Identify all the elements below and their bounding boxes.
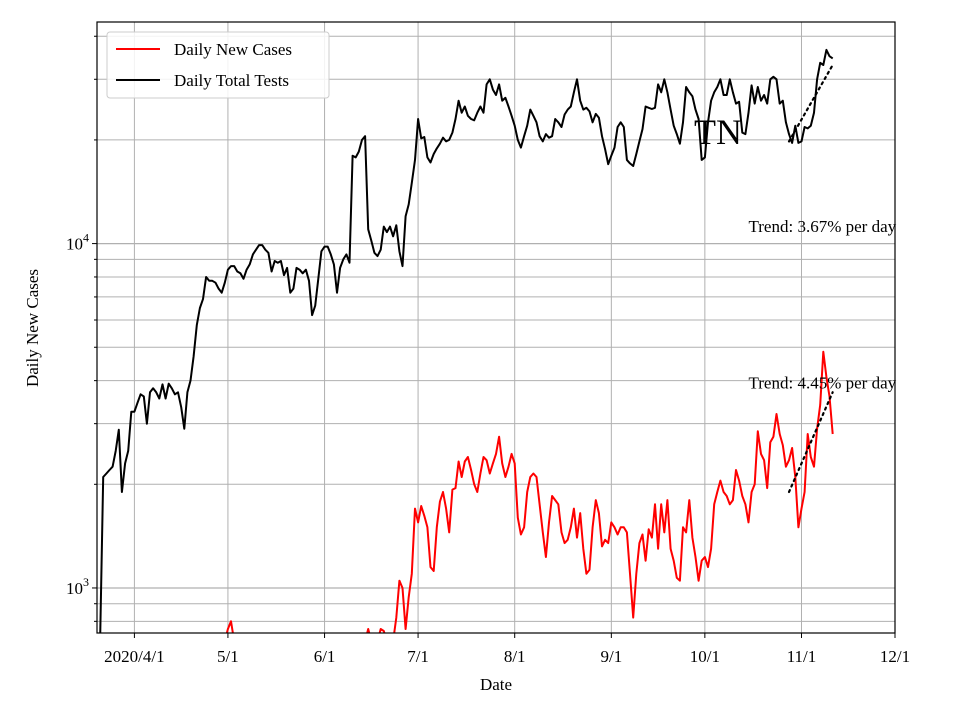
series-line-daily-new-cases bbox=[225, 350, 834, 633]
trend-annotation-tests: Trend: 3.67% per day bbox=[748, 217, 896, 236]
x-tick-label: 6/1 bbox=[314, 647, 336, 666]
legend: Daily New Cases Daily Total Tests bbox=[106, 31, 330, 99]
plot-frame bbox=[96, 21, 896, 634]
grid-lines bbox=[97, 22, 896, 633]
x-tick-label: 10/1 bbox=[690, 647, 720, 666]
legend-label-cases: Daily New Cases bbox=[174, 40, 292, 59]
x-tick-label: 2020/4/1 bbox=[104, 647, 164, 666]
y-axis-label: Daily New Cases bbox=[23, 269, 42, 387]
chart-title: TN bbox=[694, 112, 742, 152]
trend-line-cases bbox=[787, 391, 834, 494]
x-axis-ticks: 2020/4/1 5/1 6/1 7/1 8/1 9/1 10/1 11/1 12/1 bbox=[104, 633, 910, 666]
x-axis-label: Date bbox=[480, 675, 512, 694]
x-tick-label: 5/1 bbox=[217, 647, 239, 666]
series-line-daily-total-tests bbox=[99, 48, 834, 633]
trend-annotation-cases: Trend: 4.45% per day bbox=[748, 373, 896, 392]
y-tick-label: 103 bbox=[66, 575, 89, 598]
trend-layer bbox=[787, 63, 834, 494]
x-tick-label: 9/1 bbox=[600, 647, 622, 666]
y-axis-ticks: 103 104 bbox=[66, 35, 97, 622]
trend-line-tests bbox=[787, 63, 834, 143]
legend-box bbox=[106, 31, 330, 99]
plot-background bbox=[97, 22, 895, 633]
x-tick-label: 7/1 bbox=[407, 647, 429, 666]
legend-label-tests: Daily Total Tests bbox=[174, 71, 289, 90]
x-tick-label: 12/1 bbox=[880, 647, 910, 666]
series-layer bbox=[99, 48, 834, 633]
x-tick-label: 11/1 bbox=[787, 647, 817, 666]
y-tick-label: 104 bbox=[66, 231, 89, 254]
x-tick-label: 8/1 bbox=[504, 647, 526, 666]
